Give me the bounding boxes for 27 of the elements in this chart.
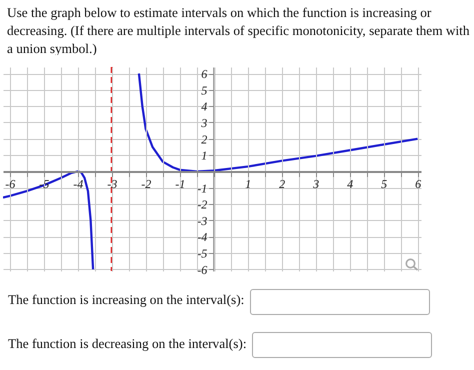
y-tick-label: -2 [197, 198, 208, 212]
y-tick-label: -4 [197, 230, 208, 244]
y-tick-label: 4 [201, 100, 208, 114]
x-tick-label: -2 [141, 176, 152, 191]
y-tick-label: -3 [197, 214, 208, 228]
text: The function is increasing on the interval(s): [8, 292, 244, 308]
x-tick-label: 5 [381, 176, 388, 191]
y-tick-label: 3 [200, 116, 208, 130]
line-series [138, 72, 419, 173]
y-tick-label: -5 [197, 246, 208, 261]
y-tick-label: 5 [201, 83, 208, 98]
x-tick-label: 6 [415, 176, 422, 191]
x-tick-label: -6 [5, 176, 16, 191]
y-tick-label: 6 [201, 67, 208, 82]
x-tick-label: 4 [347, 176, 354, 191]
y-tick-label: -6 [197, 262, 208, 277]
x-tick-label: 2 [279, 176, 286, 191]
line-series [3, 170, 94, 270]
x-tick-label: -1 [175, 176, 186, 191]
x-tick-label: -4 [73, 176, 84, 191]
x-tick-label: 3 [312, 176, 320, 191]
text: The function is decreasing on the interval(s): [8, 336, 247, 352]
y-tick-label: 2 [201, 132, 208, 146]
chart-title: Use the graph below to estimate intervals on which the function is increasing or decreasing. (If there are multiple intervals of specific monotonicity, separate them with a union symbol.) [7, 4, 471, 58]
x-tick-label: -3 [107, 176, 118, 191]
x-tick-label: 1 [245, 176, 252, 191]
y-tick-label: 1 [201, 148, 208, 163]
